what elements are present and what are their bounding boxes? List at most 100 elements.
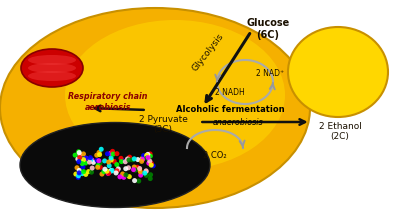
Circle shape [106,160,111,165]
Circle shape [95,158,100,163]
Ellipse shape [28,63,76,73]
Circle shape [96,158,101,163]
Ellipse shape [0,8,310,208]
Circle shape [98,165,103,170]
Circle shape [132,178,137,183]
Circle shape [123,166,128,171]
Circle shape [140,157,145,162]
Text: 2 Pyruvate
(3C): 2 Pyruvate (3C) [138,115,188,134]
Circle shape [131,167,136,172]
Circle shape [114,168,120,173]
Circle shape [144,156,150,161]
Ellipse shape [65,20,285,170]
Circle shape [76,173,81,178]
Circle shape [111,151,116,157]
Circle shape [120,171,125,176]
Circle shape [78,155,83,160]
Circle shape [136,179,141,184]
Circle shape [81,151,86,156]
Circle shape [74,165,80,170]
Circle shape [108,156,114,160]
Circle shape [147,159,152,164]
Circle shape [80,171,85,176]
Circle shape [133,168,138,173]
Ellipse shape [28,71,76,81]
Circle shape [107,163,112,168]
Circle shape [86,169,91,174]
Circle shape [88,155,93,160]
Circle shape [104,169,109,174]
Circle shape [102,158,107,163]
Circle shape [112,159,117,164]
Circle shape [110,149,115,154]
Circle shape [78,153,82,157]
Circle shape [148,154,153,159]
Circle shape [97,152,102,157]
Circle shape [118,174,122,179]
Circle shape [139,159,144,164]
Circle shape [100,172,104,177]
Circle shape [114,162,119,167]
Circle shape [118,156,124,161]
Circle shape [89,170,94,175]
Circle shape [127,174,132,179]
Circle shape [123,159,128,164]
Circle shape [102,167,108,172]
Circle shape [142,171,147,176]
Circle shape [130,157,135,162]
Text: 2 Ethanol
(2C): 2 Ethanol (2C) [318,122,362,141]
Circle shape [146,161,151,166]
Circle shape [105,151,110,156]
Circle shape [96,150,102,155]
Circle shape [90,157,94,162]
Circle shape [125,157,130,162]
Circle shape [146,155,151,160]
Circle shape [148,151,153,156]
Ellipse shape [21,49,83,87]
Circle shape [73,153,78,158]
Circle shape [99,147,104,152]
Text: Glucose
(6C): Glucose (6C) [246,18,290,40]
Circle shape [144,153,149,158]
Circle shape [108,168,113,173]
Circle shape [83,172,88,177]
Circle shape [149,163,154,168]
Circle shape [95,165,100,170]
Circle shape [76,175,81,180]
Circle shape [137,166,142,171]
Circle shape [148,172,153,177]
Circle shape [144,173,149,178]
Circle shape [151,163,156,168]
Circle shape [116,166,121,171]
Text: anaerobiosis: anaerobiosis [213,118,263,127]
Circle shape [80,161,85,166]
Circle shape [126,165,131,170]
Circle shape [91,160,96,165]
Circle shape [119,159,124,164]
Text: Respiratory chain
aerobiosis: Respiratory chain aerobiosis [68,92,148,112]
Circle shape [96,163,100,168]
Circle shape [76,159,81,164]
Circle shape [110,168,114,173]
Circle shape [141,153,146,158]
Circle shape [145,152,150,157]
Circle shape [75,157,80,162]
Circle shape [77,170,82,175]
Circle shape [124,172,128,177]
Circle shape [135,157,140,162]
Circle shape [83,156,88,161]
Circle shape [77,150,82,155]
Circle shape [135,165,140,170]
Circle shape [90,166,95,170]
Circle shape [87,160,92,165]
Circle shape [140,156,145,161]
Circle shape [81,169,86,174]
Circle shape [132,156,137,161]
Circle shape [102,168,107,173]
Circle shape [98,161,103,166]
Circle shape [149,161,154,166]
Circle shape [94,153,99,158]
Circle shape [120,158,125,163]
Circle shape [125,156,130,161]
Circle shape [78,156,83,161]
